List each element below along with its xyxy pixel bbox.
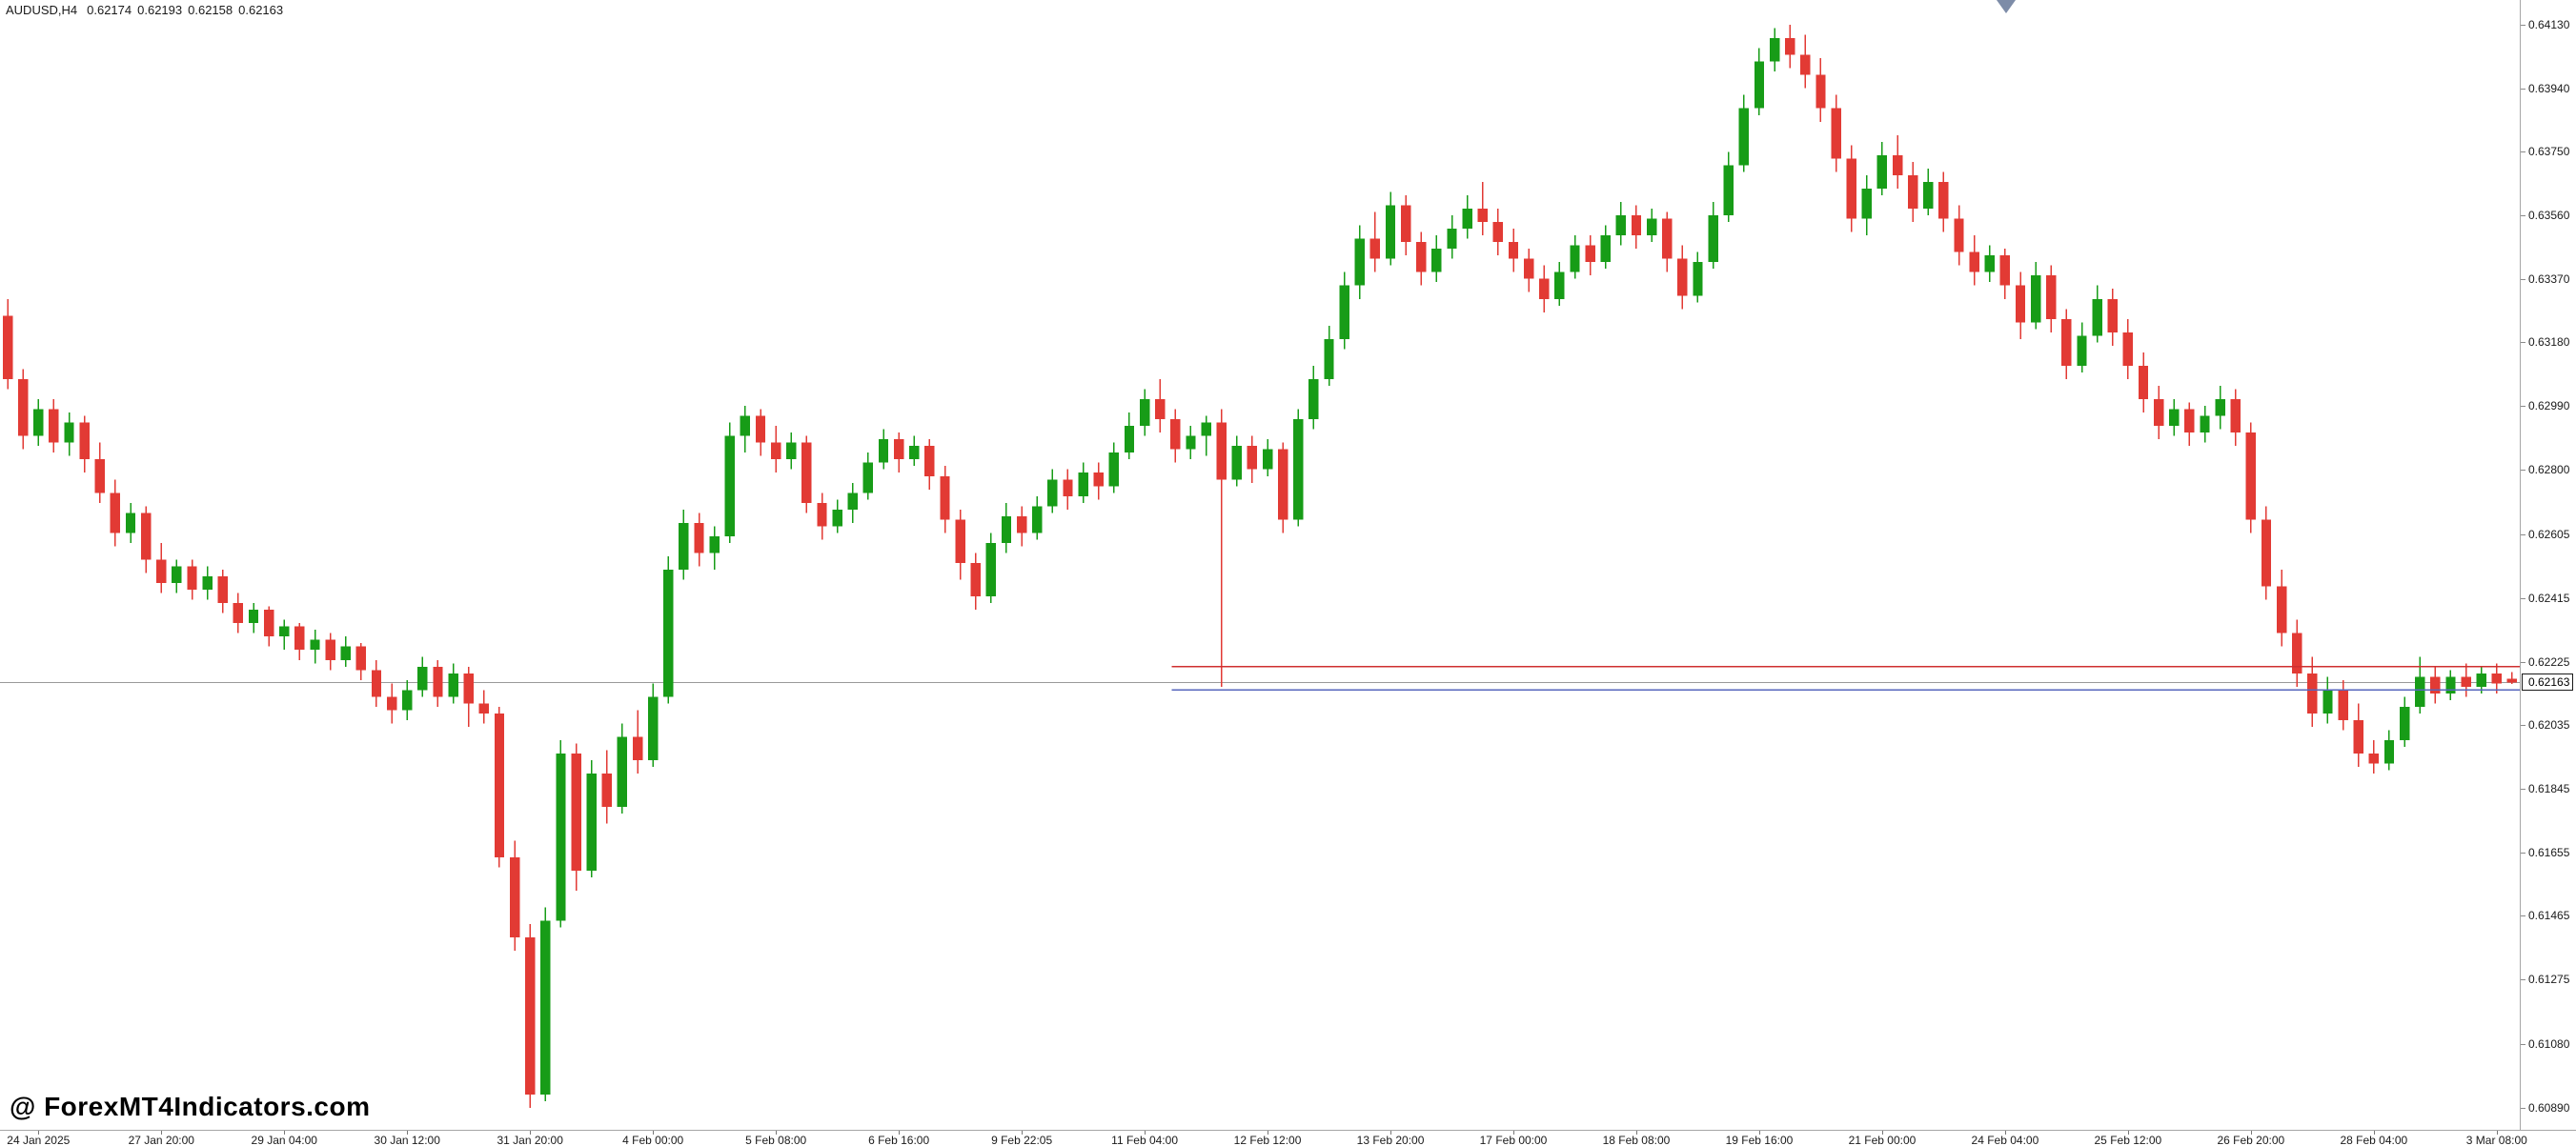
time-axis-tick — [2373, 1131, 2375, 1135]
ohlc-open-value: 0.62174 — [87, 3, 132, 17]
price-axis-tick — [2521, 852, 2525, 854]
time-axis-label: 11 Feb 04:00 — [1111, 1134, 1178, 1146]
price-axis-label: 0.64130 — [2528, 18, 2570, 31]
time-axis-tick — [1145, 1131, 1146, 1135]
ohlc-low-value: 0.62158 — [188, 3, 233, 17]
time-axis-tick — [2496, 1131, 2498, 1135]
price-axis-tick — [2521, 25, 2525, 26]
price-axis-label: 0.62990 — [2528, 399, 2570, 413]
time-axis-label: 5 Feb 08:00 — [745, 1134, 807, 1146]
price-axis-tick — [2521, 725, 2525, 727]
price-axis-tick — [2521, 534, 2525, 536]
time-axis-tick — [1635, 1131, 1637, 1135]
time-axis-tick — [38, 1131, 40, 1135]
time-axis-label: 21 Feb 00:00 — [1848, 1134, 1917, 1146]
price-axis-tick — [2521, 915, 2525, 917]
time-axis-label: 27 Jan 20:00 — [128, 1134, 194, 1146]
current-price-label: 0.62163 — [2522, 674, 2573, 692]
time-axis-tick — [2127, 1131, 2129, 1135]
price-axis-label: 0.62605 — [2528, 528, 2570, 542]
time-axis-tick — [776, 1131, 778, 1135]
time-axis-tick — [1022, 1131, 1024, 1135]
price-axis-label: 0.63940 — [2528, 81, 2570, 95]
time-axis-label: 26 Feb 20:00 — [2217, 1134, 2285, 1146]
price-axis-label: 0.61275 — [2528, 972, 2570, 986]
price-axis-label: 0.61655 — [2528, 845, 2570, 859]
price-axis-label: 0.62415 — [2528, 591, 2570, 605]
time-axis-tick — [284, 1131, 286, 1135]
price-axis-tick — [2521, 215, 2525, 217]
price-axis-label: 0.61465 — [2528, 909, 2570, 923]
time-axis-tick — [1390, 1131, 1392, 1135]
time-axis-label: 25 Feb 12:00 — [2094, 1134, 2162, 1146]
time-axis-label: 13 Feb 20:00 — [1356, 1134, 1425, 1146]
time-axis-tick — [653, 1131, 655, 1135]
watermark-text: @ ForexMT4Indicators.com — [10, 1092, 371, 1121]
time-axis-label: 28 Feb 04:00 — [2340, 1134, 2408, 1146]
ohlc-high-value: 0.62193 — [137, 3, 183, 17]
price-axis-tick — [2521, 788, 2525, 790]
price-axis-label: 0.62035 — [2528, 718, 2570, 733]
time-axis-label: 9 Feb 22:05 — [991, 1134, 1053, 1146]
price-axis-tick — [2521, 406, 2525, 408]
time-axis-label: 12 Feb 12:00 — [1233, 1134, 1302, 1146]
time-axis-label: 19 Feb 16:00 — [1725, 1134, 1794, 1146]
time-axis-tick — [530, 1131, 532, 1135]
time-axis-tick — [1758, 1131, 1760, 1135]
candlestick-series — [2, 25, 2518, 1108]
price-axis-tick — [2521, 88, 2525, 90]
price-axis-label: 0.60890 — [2528, 1101, 2570, 1115]
time-axis-tick — [2250, 1131, 2252, 1135]
time-axis-label: 30 Jan 12:00 — [374, 1134, 440, 1146]
price-axis-tick — [2521, 278, 2525, 280]
chart-shift-marker-icon[interactable] — [1997, 0, 2016, 13]
price-axis-tick — [2521, 342, 2525, 344]
price-axis-label: 0.63370 — [2528, 271, 2570, 286]
price-axis-tick — [2521, 661, 2525, 663]
price-axis-tick — [2521, 151, 2525, 153]
time-axis[interactable]: 24 Jan 2025 27 Jan 20:00 29 Jan 04:00 30 Ja… — [0, 1130, 2576, 1146]
price-axis-label: 0.62800 — [2528, 462, 2570, 476]
price-axis-label: 0.63560 — [2528, 209, 2570, 223]
time-axis-label: 17 Feb 00:00 — [1479, 1134, 1548, 1146]
price-axis-tick — [2521, 1108, 2525, 1109]
price-axis-tick — [2521, 597, 2525, 599]
price-axis-tick — [2521, 469, 2525, 471]
time-axis-label: 24 Feb 04:00 — [1971, 1134, 2039, 1146]
ohlc-close-value: 0.62163 — [238, 3, 284, 17]
price-axis[interactable]: 0.62163 0.64130 0.63940 0.63750 0.63560 0.63… — [2520, 0, 2576, 1130]
time-axis-tick — [899, 1131, 901, 1135]
price-axis-tick — [2521, 978, 2525, 980]
time-axis-label: 6 Feb 16:00 — [868, 1134, 930, 1146]
time-axis-tick — [161, 1131, 163, 1135]
price-axis-label: 0.63180 — [2528, 335, 2570, 350]
time-axis-label: 29 Jan 04:00 — [251, 1134, 317, 1146]
symbol-ohlc-header: AUDUSD,H4 0.62174 0.62193 0.62158 0.62163 — [6, 3, 289, 17]
time-axis-label: 18 Feb 08:00 — [1602, 1134, 1671, 1146]
candlestick-chart[interactable] — [0, 0, 2520, 1130]
time-axis-tick — [1881, 1131, 1883, 1135]
time-axis-label: 3 Mar 08:00 — [2465, 1134, 2527, 1146]
price-axis-label: 0.61845 — [2528, 781, 2570, 795]
price-axis-label: 0.62225 — [2528, 654, 2570, 669]
time-axis-label: 4 Feb 00:00 — [622, 1134, 684, 1146]
price-axis-tick — [2521, 1044, 2525, 1046]
time-axis-label: 24 Jan 2025 — [7, 1134, 71, 1146]
time-axis-label: 31 Jan 20:00 — [497, 1134, 563, 1146]
price-axis-label: 0.63750 — [2528, 145, 2570, 159]
symbol-period-label: AUDUSD,H4 — [6, 3, 78, 17]
price-axis-label: 0.61080 — [2528, 1037, 2570, 1052]
time-axis-tick — [407, 1131, 409, 1135]
time-axis-tick — [2004, 1131, 2006, 1135]
time-axis-tick — [1513, 1131, 1514, 1135]
